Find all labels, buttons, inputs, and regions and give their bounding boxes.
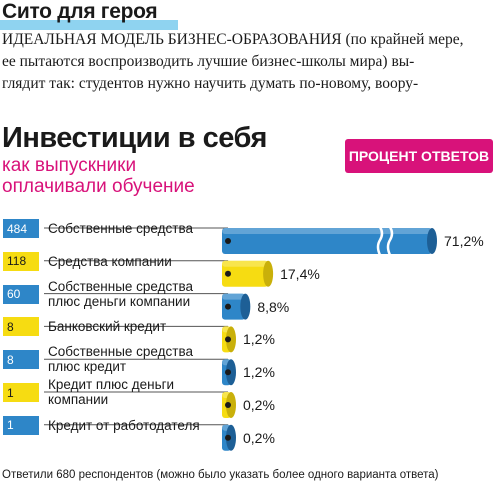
category-label-line: Кредит плюс деньги bbox=[48, 377, 175, 392]
value-label: 1,2% bbox=[243, 331, 275, 348]
bar bbox=[222, 228, 432, 254]
article-line-2: ее пытаются воспроизводить лучшие бизнес… bbox=[2, 53, 415, 70]
respondent-count: 60 bbox=[3, 284, 39, 304]
chart-subtitle-line-1: как выпускники bbox=[2, 155, 137, 176]
connector-dot bbox=[225, 270, 231, 277]
value-label: 0,2% bbox=[243, 429, 275, 446]
bar-end-cap bbox=[263, 260, 274, 287]
category-label-line: плюс кредит bbox=[48, 359, 127, 375]
value-label: 17,4% bbox=[280, 265, 320, 282]
category-label-line: Собственные средства bbox=[48, 221, 193, 236]
chart-title: Инвестиции в себя bbox=[2, 122, 267, 154]
axis-break-mark bbox=[386, 226, 394, 256]
connector-dot bbox=[225, 434, 231, 441]
chart-subtitle-line-2: оплачивали обучение bbox=[2, 176, 195, 197]
category-label: Собственные средства bbox=[48, 221, 193, 236]
category-label: Банковский кредит bbox=[48, 319, 166, 334]
category-label-line: Банковский кредит bbox=[48, 319, 167, 335]
axis-break-mark bbox=[376, 226, 384, 256]
bar bbox=[222, 260, 269, 287]
respondent-count: 484 bbox=[3, 219, 39, 238]
respondent-count: 8 bbox=[3, 317, 39, 337]
connector-dot bbox=[225, 336, 231, 343]
connector-dot bbox=[225, 303, 231, 310]
bar-highlight bbox=[222, 260, 269, 267]
category-label-line: компании bbox=[48, 392, 109, 407]
category-label-line: Средства компании bbox=[48, 253, 172, 269]
category-label-line: Собственные средства bbox=[48, 344, 193, 360]
value-label: 0,2% bbox=[243, 397, 275, 413]
percent-badge: ПРОЦЕНТ ОТВЕТОВ bbox=[345, 139, 493, 173]
footnote: Ответили 680 респондентов (можно было ук… bbox=[2, 469, 439, 481]
category-label-line: Собственные средства bbox=[48, 278, 193, 294]
connector-dot bbox=[225, 238, 231, 244]
bar-end-cap bbox=[240, 293, 251, 320]
category-label: Кредит плюс деньги компании bbox=[48, 377, 174, 407]
category-label: Средства компании bbox=[48, 254, 172, 269]
category-label: Кредит от работодателя bbox=[48, 418, 200, 433]
article-line-1: ИДЕАЛЬНАЯ МОДЕЛЬ БИЗНЕС-ОБРАЗОВАНИЯ (по … bbox=[2, 31, 464, 48]
category-label: Собственные средства плюс кредит bbox=[48, 344, 193, 374]
bar-highlight bbox=[222, 293, 246, 300]
bar-end-cap bbox=[427, 228, 437, 254]
connector-dot bbox=[225, 369, 231, 376]
article-line-3: глядит так: студентов нужно научить дума… bbox=[2, 75, 419, 92]
respondent-count: 1 bbox=[3, 383, 39, 402]
category-label-line: Кредит от работодателя bbox=[48, 417, 200, 433]
category-label-line: плюс деньги компании bbox=[48, 293, 191, 309]
respondent-count: 118 bbox=[3, 251, 39, 271]
value-label: 8,8% bbox=[257, 298, 290, 315]
value-label: 1,2% bbox=[243, 364, 275, 381]
connector-dot bbox=[225, 402, 231, 408]
respondent-count: 1 bbox=[3, 415, 39, 435]
value-label: 71,2% bbox=[444, 233, 484, 249]
bar bbox=[222, 293, 246, 320]
article-title: Сито для героя bbox=[2, 0, 158, 23]
title-highlight bbox=[0, 20, 178, 30]
respondent-count: 8 bbox=[3, 350, 39, 370]
bar-highlight bbox=[222, 228, 432, 234]
category-label: Собственные средства плюс деньги компании bbox=[48, 279, 193, 309]
